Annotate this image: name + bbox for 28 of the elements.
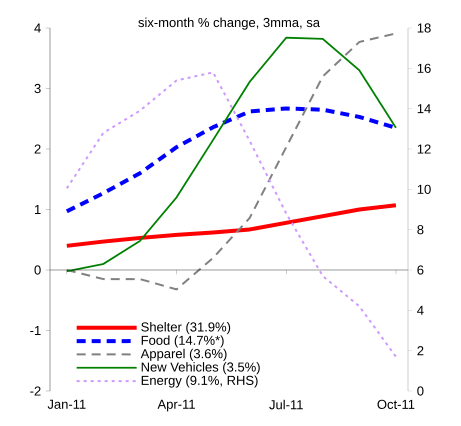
legend-label: Shelter (31.9%) (141, 322, 230, 334)
line-series (64, 203, 398, 248)
y2-tick-label: 18 (418, 23, 431, 33)
y-tick-label: 4 (34, 24, 41, 32)
y-tick-label: 1 (34, 205, 41, 214)
y2-tick-label: 6 (417, 265, 424, 275)
x-tick-label: Jul-11 (269, 400, 303, 410)
y-tick-label: -2 (30, 386, 41, 396)
y-tick-label: -1 (30, 326, 41, 335)
chart-title: six-month % change, 3mma, sa (138, 18, 320, 30)
legend-label: Energy (9.1%, RHS) (142, 375, 258, 388)
y2-tick-label: 4 (417, 306, 424, 315)
y-tick-label: 2 (34, 144, 41, 154)
y2-tick-label: 16 (418, 64, 431, 73)
y-tick-label: 3 (34, 84, 41, 94)
x-tick-label: Oct-11 (378, 400, 414, 409)
y-tick-label: 0 (34, 265, 41, 275)
y2-tick-label: 10 (418, 184, 431, 194)
y2-tick-label: 8 (417, 225, 424, 234)
x-tick-label: Jan-11 (48, 400, 86, 409)
y2-tick-label: 12 (418, 144, 431, 154)
y2-tick-label: 14 (418, 104, 431, 114)
y2-tick-label: 2 (417, 346, 424, 356)
y2-tick-label: 0 (417, 386, 424, 396)
legend-label: New Vehicles (3.5%) (142, 362, 260, 374)
legend-label: Apparel (3.6%) (140, 348, 227, 361)
x-tick-label: Apr-11 (158, 400, 195, 412)
legend-label: Food (14.7%*) (142, 335, 224, 348)
